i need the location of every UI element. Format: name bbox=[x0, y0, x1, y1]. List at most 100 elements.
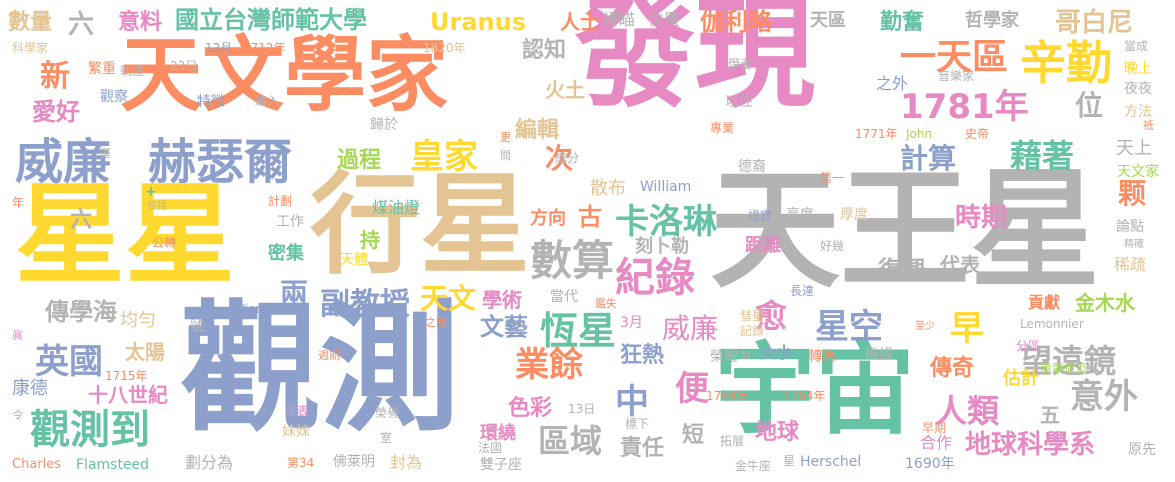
word-shi: 室 bbox=[380, 432, 392, 444]
word-fujiaoshou: 副教授 bbox=[320, 290, 410, 320]
word-zhuisu: 追溯 bbox=[770, 177, 794, 189]
word-qinfen: 勤奮 bbox=[880, 12, 924, 34]
word-zhuanwei: 轉為 bbox=[808, 350, 836, 364]
word-haoji: 好幾 bbox=[820, 240, 844, 252]
word-xing: 星 bbox=[783, 455, 795, 467]
word-gongxian: 貢獻 bbox=[1028, 295, 1060, 311]
word-bian: 便 bbox=[675, 372, 709, 406]
word-miji: 密集 bbox=[268, 245, 304, 263]
word-yuanxian: 原先 bbox=[1128, 443, 1156, 457]
word-hezuo: 合作 bbox=[920, 435, 952, 451]
word-gebaini: 哥白尼 bbox=[1055, 10, 1133, 36]
word-jilu: 紀錄 bbox=[615, 258, 695, 298]
word-shuangzizuo: 雙子座 bbox=[480, 458, 522, 472]
word-hao: 號 bbox=[190, 320, 204, 334]
word-zhen: 眞 bbox=[12, 330, 23, 341]
word-xinqin: 辛勤 bbox=[1020, 40, 1112, 86]
word-xueshu: 學術 bbox=[482, 290, 522, 310]
word-gongzhuan: 公轉 bbox=[152, 237, 176, 249]
word-zhengshi: 證實 bbox=[748, 210, 772, 222]
word-kexuejia: 科學家 bbox=[12, 42, 48, 54]
word-guiyu: 歸於 bbox=[370, 118, 398, 132]
word-huafenwei: 劃分為 bbox=[185, 455, 233, 471]
word-zhiwai: 之外 bbox=[876, 76, 908, 92]
word-faguo: 法國 bbox=[478, 442, 502, 454]
word-guancha: 觀察 bbox=[100, 90, 128, 104]
word-zeren: 責任 bbox=[620, 438, 664, 460]
word-lemonnier: Lemonnier bbox=[1020, 318, 1084, 330]
word-john: John bbox=[906, 128, 932, 140]
word-yiliao: 意料 bbox=[118, 12, 162, 34]
word-liu: 六 bbox=[70, 210, 92, 232]
word-wei: 位 bbox=[1075, 92, 1103, 120]
word-uranus: Uranus bbox=[430, 10, 526, 34]
word-guidao: 軌道 bbox=[120, 65, 144, 77]
word-william: William bbox=[640, 180, 691, 194]
word-meimei: 妹妹 bbox=[282, 425, 310, 439]
word-laimengniya: 萊蒙尼亞 bbox=[1040, 363, 1088, 375]
word-jisuan: 計算 bbox=[900, 145, 956, 173]
word-jingque: 精確 bbox=[1124, 240, 1144, 250]
word-hesier: 赫瑟爾 bbox=[148, 138, 292, 186]
word-tianqu: 天區 bbox=[810, 12, 846, 30]
word-aihao: 愛好 bbox=[32, 100, 80, 124]
word-dangcheng: 當成 bbox=[1124, 40, 1148, 52]
word-kangde: 康德 bbox=[12, 380, 48, 398]
word-shuliang: 數量 bbox=[8, 12, 52, 34]
word-guocheng: 過程 bbox=[337, 150, 381, 172]
word-jianshi: 鑑失 bbox=[595, 298, 617, 309]
word-fangxiang: 方向 bbox=[530, 210, 566, 228]
word-huixing: 彗星 bbox=[740, 310, 764, 322]
word-fenqu: 分區 bbox=[1016, 340, 1040, 352]
word-zhishao: 至少 bbox=[915, 322, 935, 332]
word-xingkong: 星空 bbox=[815, 310, 883, 344]
word-tuozhan: 拓展 bbox=[720, 435, 744, 447]
word-xishu: 稀疏 bbox=[1114, 257, 1146, 273]
word-yiwai: 意外 bbox=[1070, 380, 1138, 414]
word-chuanxuehai: 傳學海 bbox=[45, 300, 117, 324]
word-weilian-1: 威廉 bbox=[15, 138, 111, 186]
word-yiwang: 以往 bbox=[725, 95, 753, 109]
word-jinmushui: 金木水 bbox=[1075, 293, 1135, 313]
word-tianti: 天體 bbox=[340, 253, 368, 267]
word-1769: 1769年 bbox=[706, 390, 749, 402]
word-flamsteed: Flamsteed bbox=[76, 458, 149, 472]
word-wanshang: 晚上 bbox=[1124, 62, 1152, 76]
word-deyi: 德裔 bbox=[738, 160, 766, 174]
word-1690: 1690年 bbox=[905, 457, 955, 471]
word-shusuan: 數算 bbox=[530, 240, 614, 282]
word-fuxing: 復興 bbox=[878, 258, 926, 282]
word-yinyuejia: 音樂家 bbox=[938, 70, 974, 82]
word-23ri: 23日 bbox=[170, 60, 197, 72]
word-diqiuke: 地球科學系 bbox=[965, 432, 1095, 458]
word-1715: 1715年 bbox=[105, 370, 148, 382]
word-ntnu: 國立台灣師範大學 bbox=[175, 8, 367, 32]
word-biaoxia: 標下 bbox=[625, 418, 649, 430]
word-tezheng: 特徵 bbox=[197, 95, 225, 109]
word-zaoqi: 早期 bbox=[922, 422, 946, 434]
word-di34: 第34 bbox=[287, 457, 314, 469]
word-1820: 1820年 bbox=[423, 42, 466, 54]
word-3yue: 3月 bbox=[620, 316, 643, 330]
word-12yue: 12月 bbox=[205, 42, 232, 54]
word-sanbu: 散布 bbox=[590, 180, 626, 198]
word-xuezhe: 學者 bbox=[728, 58, 752, 70]
word-guji: 估計 bbox=[1003, 370, 1039, 388]
word-renzhi: 認知 bbox=[522, 40, 566, 62]
word-yingguo: 英國 bbox=[35, 345, 103, 379]
word-yeyu: 業餘 bbox=[515, 348, 583, 382]
word-1764: 1764年 bbox=[783, 390, 826, 402]
word-daxiao: 大小 bbox=[760, 345, 792, 361]
word-tianwen: 天文 bbox=[420, 285, 476, 313]
word-diyi: 第一 bbox=[820, 172, 844, 184]
word-baokuo: 包括 bbox=[147, 202, 167, 212]
word-daibiao: 代表 bbox=[940, 255, 980, 275]
word-1781: 1781年 bbox=[900, 90, 1029, 124]
word-renshi: 人士 bbox=[560, 12, 600, 32]
word-shidi: 史帝 bbox=[965, 128, 989, 140]
word-plus: + bbox=[145, 185, 157, 199]
word-shiqi: 時期 bbox=[955, 205, 1007, 231]
word-herschel: Herschel bbox=[800, 455, 861, 469]
word-1771: 1771年 bbox=[855, 128, 898, 140]
